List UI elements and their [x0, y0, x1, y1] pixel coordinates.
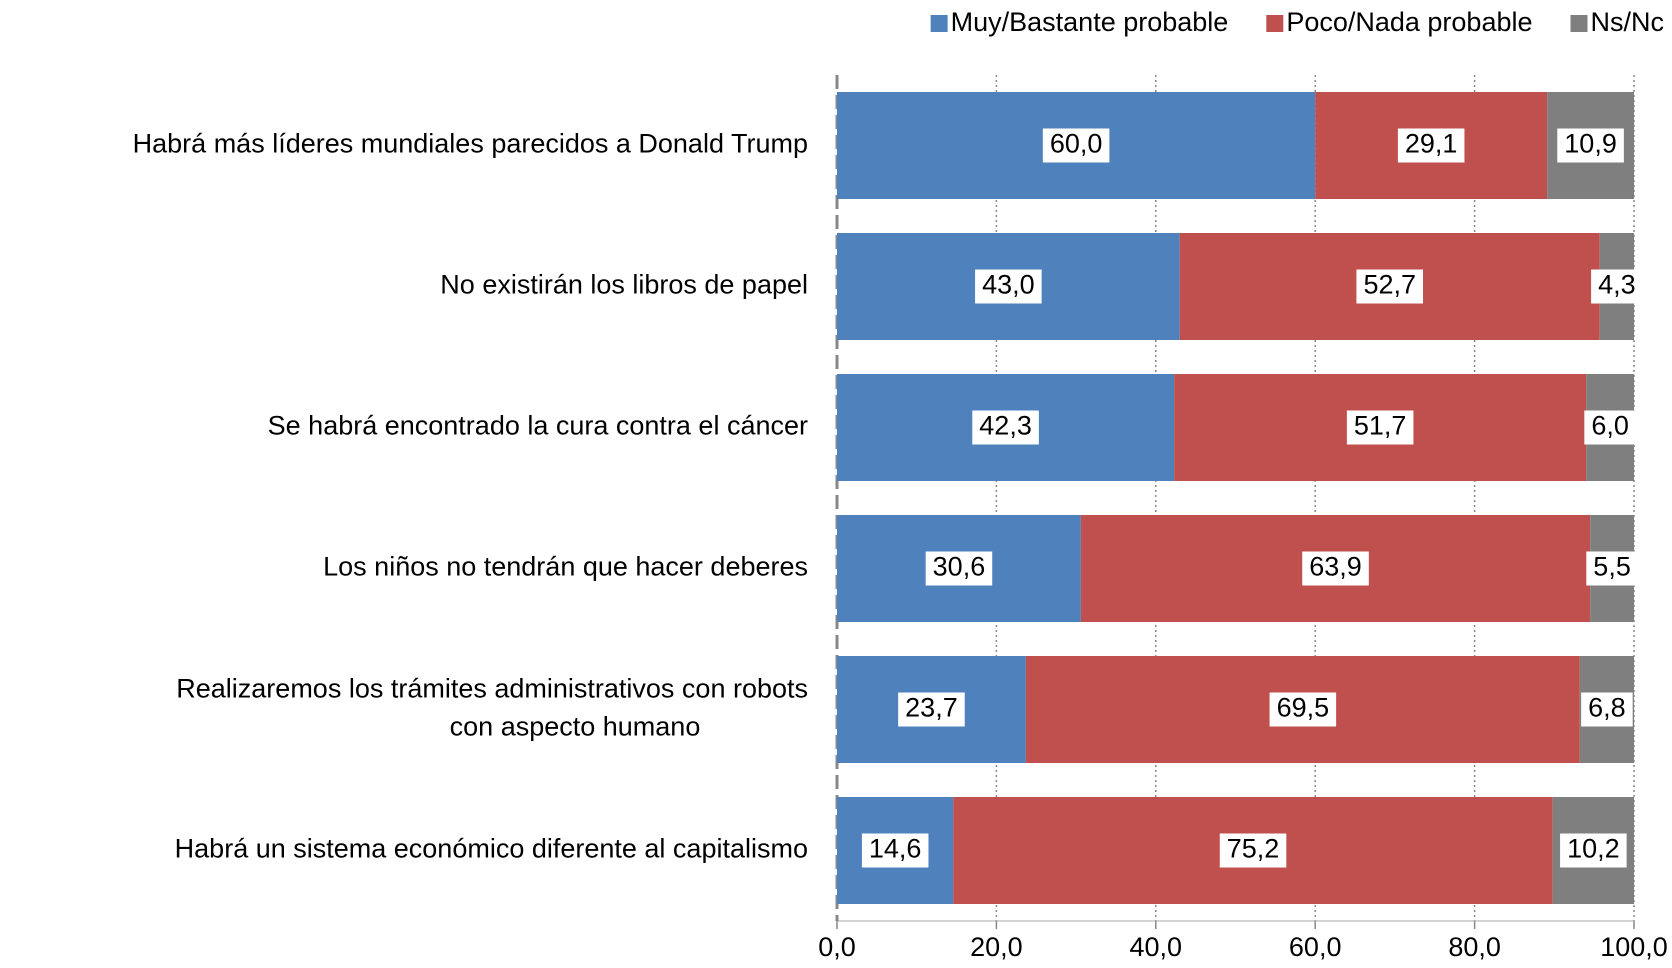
x-tick-label: 80,0 — [1448, 932, 1501, 962]
data-label-box — [1346, 410, 1414, 445]
data-label: 30,6 — [933, 552, 986, 582]
x-tick-label: 40,0 — [1130, 932, 1183, 962]
data-label-box — [1356, 269, 1424, 304]
data-label: 14,6 — [869, 834, 922, 864]
x-tick-label: 0,0 — [818, 932, 856, 962]
y-tick-label: No existirán los libros de papel — [440, 270, 808, 300]
legend-swatch — [930, 15, 948, 32]
data-label: 63,9 — [1309, 552, 1362, 582]
data-label-box — [1591, 269, 1643, 304]
data-label: 60,0 — [1050, 129, 1103, 159]
data-label-box — [1269, 692, 1337, 727]
data-label-box — [1042, 128, 1110, 163]
y-tick-label: Habrá un sistema económico diferente al … — [175, 834, 808, 864]
data-label: 69,5 — [1277, 693, 1330, 723]
data-label-box — [1397, 128, 1465, 163]
data-label-box — [1584, 410, 1636, 445]
data-label-box — [861, 833, 929, 868]
data-label: 52,7 — [1363, 270, 1416, 300]
y-tick-label: Se habrá encontrado la cura contra el cá… — [268, 411, 808, 441]
y-tick-label: Los niños no tendrán que hacer deberes — [323, 552, 808, 582]
data-label: 6,8 — [1588, 693, 1626, 723]
legend-label: Poco/Nada probable — [1286, 7, 1532, 37]
y-tick-label: Realizaremos los trámites administrativo… — [176, 674, 808, 742]
y-tick-label: Habrá más líderes mundiales parecidos a … — [133, 129, 808, 159]
data-label: 5,5 — [1593, 552, 1631, 582]
x-tick-label: 60,0 — [1289, 932, 1342, 962]
data-label: 75,2 — [1227, 834, 1280, 864]
label-line: Realizaremos los trámites administrativo… — [176, 674, 808, 704]
data-label-box — [975, 269, 1042, 304]
data-label-box — [1302, 551, 1369, 586]
data-label-box — [972, 410, 1039, 445]
data-label: 43,0 — [982, 270, 1035, 300]
label-line: con aspecto humano — [450, 712, 701, 742]
legend-label: Ns/Nc — [1591, 7, 1665, 37]
data-label-box — [898, 692, 965, 727]
x-tick-label: 100,0 — [1600, 932, 1668, 962]
data-label: 10,9 — [1564, 129, 1617, 159]
data-label: 23,7 — [905, 693, 958, 723]
data-label-box — [1557, 128, 1624, 163]
data-label: 51,7 — [1354, 411, 1407, 441]
legend-swatch — [1266, 15, 1284, 32]
data-label: 10,2 — [1567, 834, 1620, 864]
data-label: 4,3 — [1598, 270, 1636, 300]
data-label-box — [1219, 833, 1287, 868]
data-label: 29,1 — [1405, 129, 1458, 159]
legend-label: Muy/Bastante probable — [951, 7, 1229, 37]
data-label: 6,0 — [1591, 411, 1629, 441]
data-label-box — [1581, 692, 1633, 727]
data-label: 42,3 — [979, 411, 1032, 441]
x-tick-label: 20,0 — [970, 932, 1023, 962]
data-label-box — [1560, 833, 1627, 868]
data-label-box — [925, 551, 993, 586]
data-label-box — [1586, 551, 1638, 586]
legend-swatch — [1570, 15, 1588, 32]
